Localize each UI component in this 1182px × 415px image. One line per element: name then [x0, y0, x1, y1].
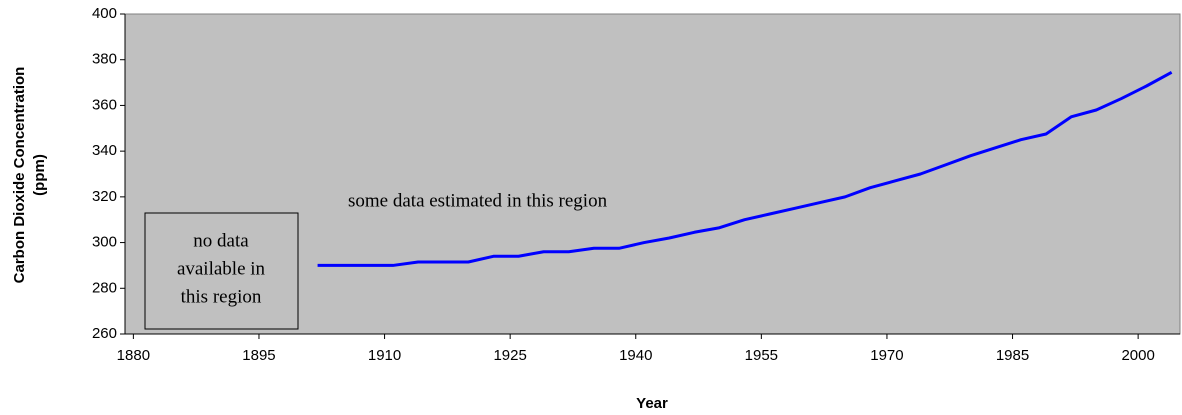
x-tick-label: 1925 [493, 347, 526, 364]
y-tick-label: 300 [92, 234, 117, 251]
y-tick-label: 260 [92, 325, 117, 342]
y-tick-label: 340 [92, 142, 117, 159]
x-tick-label: 1895 [242, 347, 275, 364]
data-line [317, 70, 1173, 267]
y-axis-label: Carbon Dioxide Concentration [11, 67, 28, 284]
y-axis-label: (ppm) [31, 154, 48, 196]
x-tick-label: 2000 [1121, 347, 1154, 364]
annotation: some data estimated in this region [348, 190, 608, 211]
x-tick-label: 1880 [117, 347, 150, 364]
annotation-box [144, 212, 299, 330]
y-tick-label: 360 [92, 96, 117, 113]
y-tick-label: 280 [92, 279, 117, 296]
annotation: no data [193, 230, 249, 251]
y-tick-label: 320 [92, 188, 117, 205]
x-axis-label: Year [636, 395, 668, 412]
x-tick-label: 1985 [996, 347, 1029, 364]
x-tick-label: 1940 [619, 347, 652, 364]
y-tick-label: 400 [92, 5, 117, 22]
y-tick-label: 380 [92, 51, 117, 68]
annotation: this region [181, 286, 262, 307]
plot-area [124, 13, 1181, 335]
x-tick-label: 1910 [368, 347, 401, 364]
x-tick-label: 1955 [745, 347, 778, 364]
annotation: available in [177, 258, 266, 279]
x-tick-label: 1970 [870, 347, 903, 364]
